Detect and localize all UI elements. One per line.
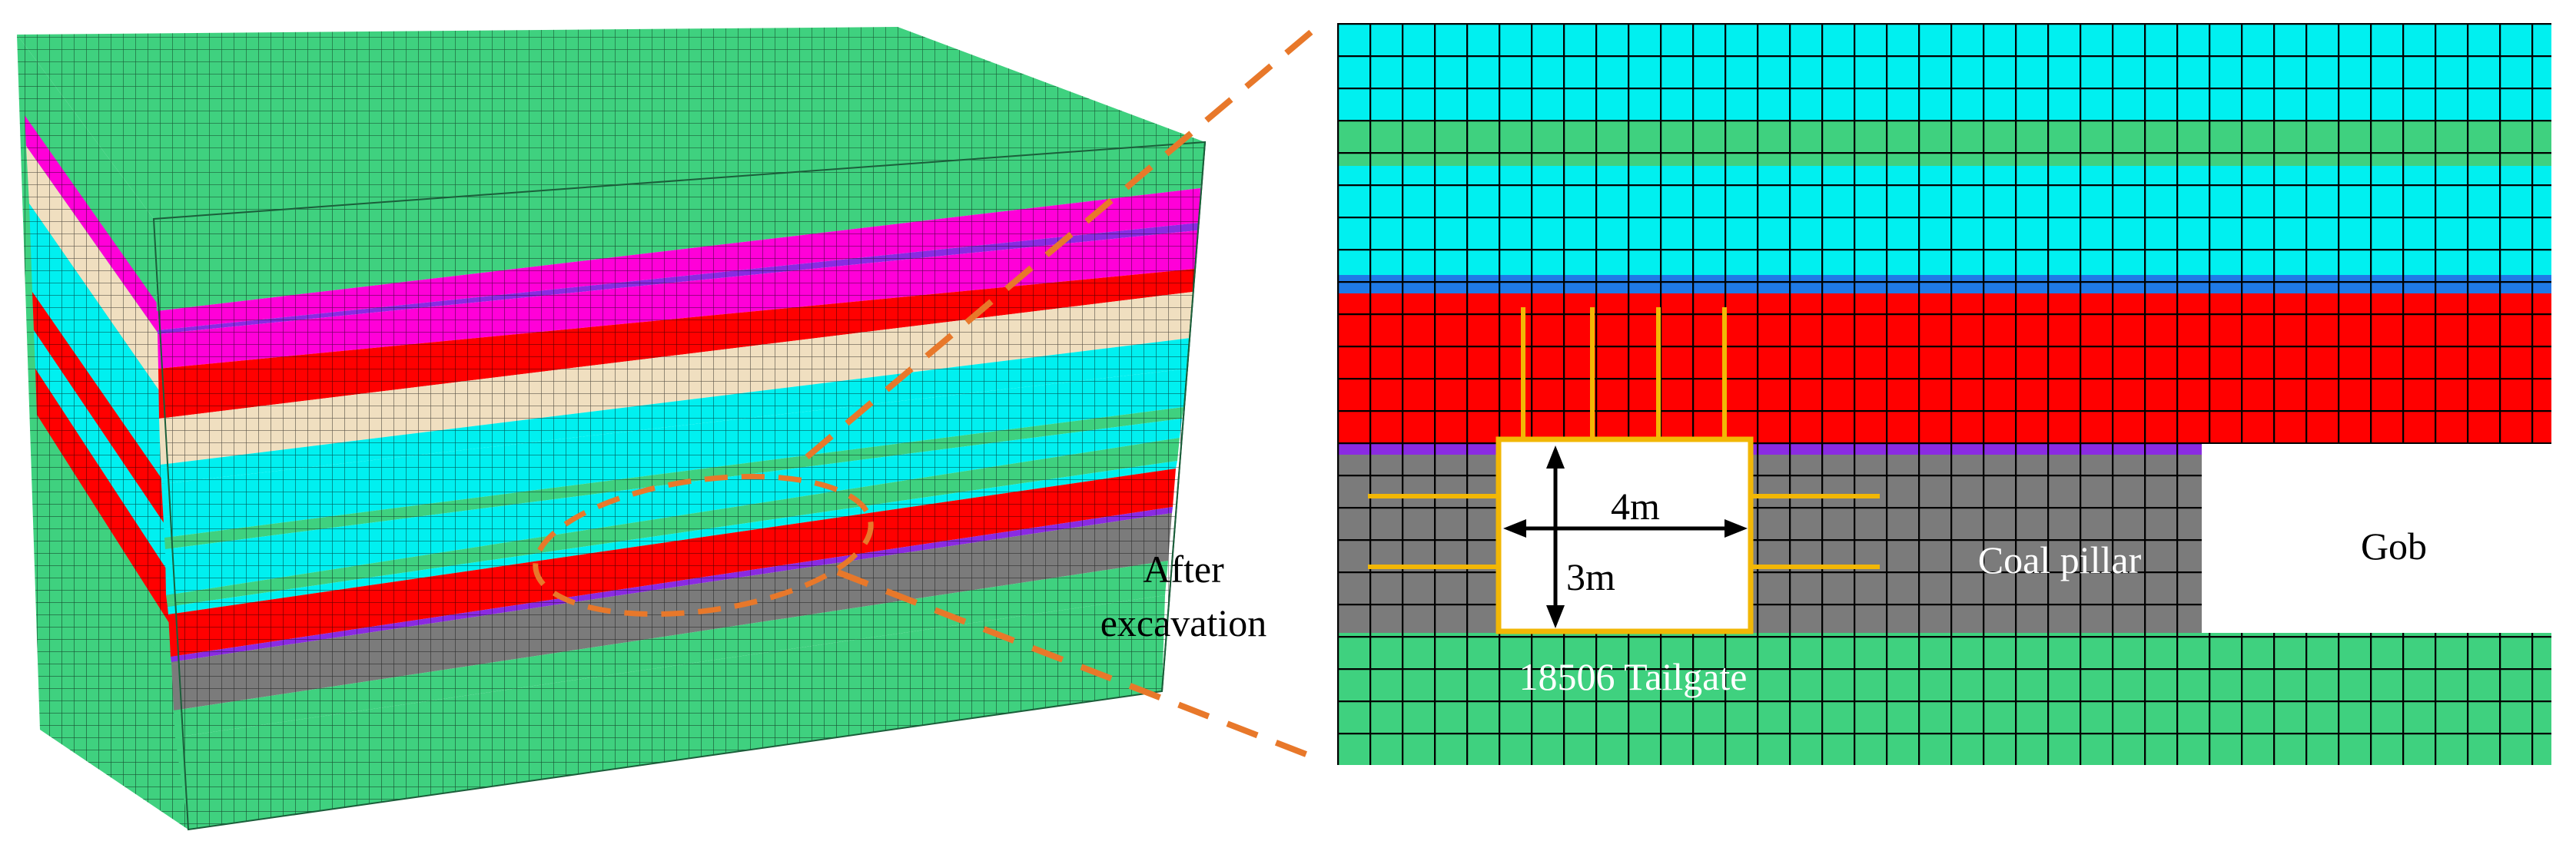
3d-block-model	[17, 27, 1207, 831]
height-dimension-label: 3m	[1566, 555, 1615, 598]
after-label-line1: After	[1143, 548, 1224, 591]
excavation-zone-ellipse	[533, 473, 874, 618]
rib-bolts	[1368, 494, 1880, 569]
block-front-face	[152, 141, 1207, 831]
width-dimension-label: 4m	[1611, 485, 1660, 528]
block-side-face	[17, 35, 188, 830]
tailgate-roadway	[1495, 436, 1754, 634]
gob-label: Gob	[2361, 525, 2427, 568]
tailgate-label: 18506 Tailgate	[1519, 655, 1748, 698]
after-label-line2: excavation	[1100, 601, 1267, 644]
coal-pillar-label: Coal pillar	[1978, 538, 2142, 581]
dimension-arrows	[1503, 445, 1748, 628]
roof-bolts	[1521, 307, 1727, 439]
gob-void	[2202, 444, 2551, 633]
callout-line-lower	[836, 569, 1323, 763]
section-detail: 4m 3m Coal pillar Gob 18506 Tailgate	[1337, 23, 2551, 765]
callout-line-upper	[805, 20, 1324, 460]
